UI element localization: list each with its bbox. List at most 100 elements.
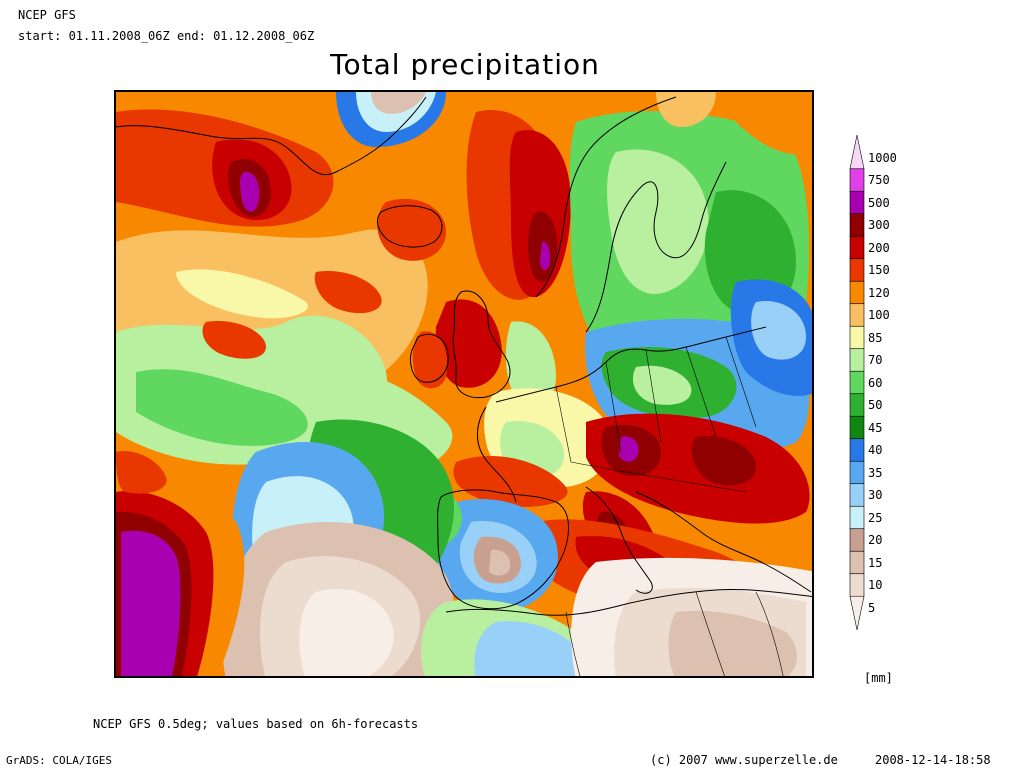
legend-swatch-150 — [849, 258, 865, 282]
legend-label-10: 10 — [868, 578, 883, 592]
legend-label-120: 120 — [868, 285, 890, 300]
legend-label-30: 30 — [868, 488, 883, 502]
field-east-light — [751, 301, 806, 360]
legend-label-40: 40 — [868, 443, 883, 457]
legend-swatch-30 — [849, 483, 865, 507]
coastline-biscay — [477, 406, 517, 503]
border-5 — [725, 336, 757, 428]
border-2 — [605, 361, 622, 453]
field-britain-red — [435, 299, 502, 388]
software-credit: GrADS: COLA/IGES — [6, 754, 112, 767]
legend-label-300: 300 — [868, 218, 890, 232]
legend-label-20: 20 — [868, 533, 883, 547]
map-title: Total precipitation — [330, 48, 600, 81]
legend-label-100: 100 — [868, 308, 890, 322]
field-sw-red2 — [116, 451, 167, 494]
border-8 — [565, 611, 581, 676]
field-greenland-purple — [240, 171, 260, 212]
legend-swatch-1000 — [849, 134, 865, 170]
coastline-sweden-finland — [585, 161, 727, 333]
legend-label-750: 750 — [868, 173, 890, 187]
legend-swatch-85 — [849, 325, 865, 350]
legend-swatch-750 — [849, 168, 865, 192]
field-atl-streak2 — [314, 271, 382, 314]
legend-swatch-15 — [849, 550, 865, 575]
field-sw-purple — [121, 530, 181, 676]
legend-label-70: 70 — [868, 353, 883, 367]
legend-label-60: 60 — [868, 375, 883, 390]
legend-label-45: 45 — [868, 420, 883, 435]
legend-swatch-60 — [849, 370, 865, 395]
legend-swatch-5 — [849, 595, 865, 631]
forecast-period-label: start: 01.11.2008_06Z end: 01.12.2008_06… — [18, 29, 315, 43]
legend-label-50: 50 — [868, 398, 883, 412]
legend-colorbar — [849, 134, 865, 631]
legend-swatch-25 — [849, 505, 865, 530]
legend-swatch-20 — [849, 528, 865, 552]
legend-label-15: 15 — [868, 555, 883, 570]
field-balkan-maroon — [691, 436, 756, 486]
field-nafrica-blue — [474, 621, 586, 676]
copyright-label: (c) 2007 www.superzelle.de — [650, 753, 838, 767]
border-4 — [685, 346, 717, 438]
field-scandinavia-light — [607, 149, 709, 294]
color-legend — [846, 134, 916, 631]
legend-swatch-300 — [849, 213, 865, 237]
coastlines — [116, 96, 812, 616]
model-note: NCEP GFS 0.5deg; values based on 6h-fore… — [93, 717, 419, 731]
legend-label-500: 500 — [868, 195, 890, 210]
legend-label-5: 5 — [868, 600, 876, 615]
field-iberia-pale — [489, 549, 511, 576]
legend-label-35: 35 — [868, 465, 883, 480]
field-subtropic-pale2 — [299, 588, 394, 676]
precipitation-field — [116, 92, 812, 676]
precipitation-map — [114, 90, 814, 678]
legend-swatch-500 — [849, 190, 865, 215]
legend-swatch-10 — [849, 573, 865, 597]
field-atl-streak3 — [202, 321, 266, 359]
coastline-continent — [495, 326, 767, 403]
field-biscay-red — [453, 456, 568, 507]
field-britain-green — [505, 321, 556, 406]
coastline-italy — [585, 486, 653, 594]
coastline-iberia — [437, 489, 569, 610]
border-3 — [645, 349, 662, 443]
timestamp-label: 2008-12-14-18:58 — [875, 753, 991, 767]
coastline-britain — [452, 290, 511, 399]
coastline-iceland — [377, 205, 443, 248]
country-borders — [555, 336, 784, 676]
legend-swatch-70 — [849, 348, 865, 372]
legend-swatch-100 — [849, 303, 865, 327]
field-atl-streak1 — [176, 269, 308, 319]
legend-swatch-50 — [849, 393, 865, 417]
coastline-ireland — [410, 333, 449, 383]
field-ne-yellow — [656, 92, 716, 127]
field-iceland-red — [377, 198, 446, 261]
legend-swatch-35 — [849, 460, 865, 485]
legend-label-150: 150 — [868, 263, 890, 277]
legend-label-25: 25 — [868, 510, 883, 525]
field-ireland-orange — [412, 331, 448, 389]
legend-label-85: 85 — [868, 330, 883, 345]
coastline-greenland — [116, 96, 427, 176]
coastline-balkans — [635, 491, 812, 593]
border-7 — [695, 591, 725, 676]
coastline-nafrica — [445, 588, 812, 616]
border-6 — [570, 461, 747, 493]
legend-label-1000: 1000 — [868, 150, 897, 165]
legend-label-200: 200 — [868, 240, 890, 255]
coastline-norway — [535, 96, 677, 298]
field-norway-purple — [540, 241, 551, 271]
field-arctic-brown — [371, 92, 426, 114]
legend-unit-label: [mm] — [864, 671, 893, 685]
border-9 — [755, 591, 784, 676]
legend-swatch-40 — [849, 438, 865, 462]
legend-swatch-45 — [849, 415, 865, 440]
field-sahara-15 — [668, 610, 797, 676]
model-source-label: NCEP GFS — [18, 8, 76, 22]
border-1 — [555, 386, 572, 463]
field-central-lightgreen — [632, 365, 692, 405]
field-alps-purple — [619, 436, 639, 462]
legend-swatch-120 — [849, 280, 865, 305]
field-atlantic-green2 — [136, 369, 308, 446]
